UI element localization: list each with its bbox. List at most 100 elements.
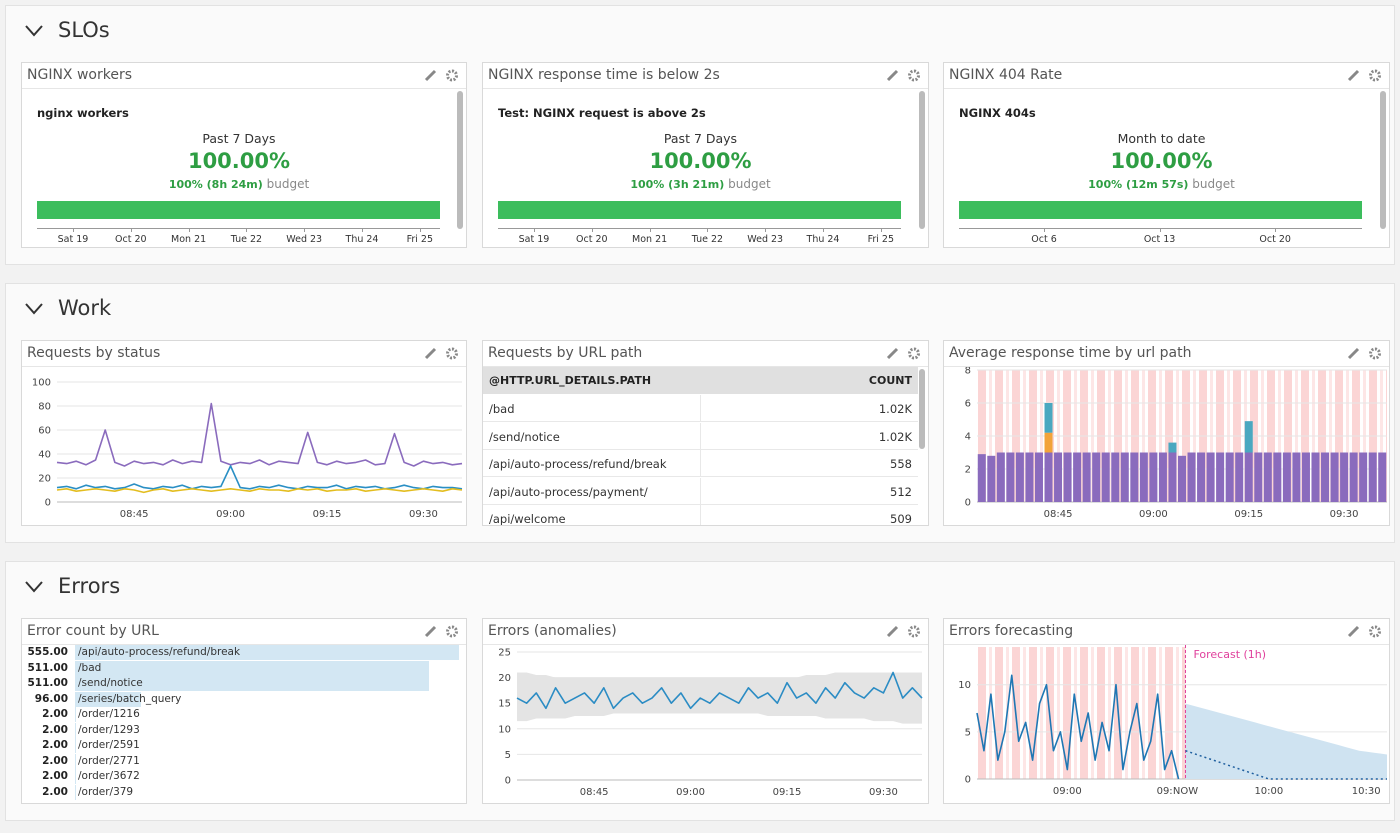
bar [1120,452,1129,502]
settings-icon [446,347,458,360]
chevron-shape [25,25,43,37]
section-title: Errors [58,574,121,598]
widget-icons [886,347,920,360]
bar [1063,452,1072,502]
slo-budget: 100% (3h 21m) [630,178,725,191]
x-tick-label: 09:15 [313,509,342,520]
chevron-shape [25,581,43,593]
slo-tick [73,228,74,232]
bar [1292,452,1301,502]
bar [1273,452,1282,502]
table-divider [700,450,701,478]
slo-tick [707,228,709,232]
bar [1254,452,1263,502]
slo-budget-text: budget [1192,177,1235,191]
x-tick-label: 09: [1157,786,1173,797]
y-tick-label: 15 [498,699,511,710]
x-tick-label: 09:15 [1234,509,1263,520]
slo-name: nginx workers [37,106,129,120]
y-tick-label: 0 [965,775,971,786]
widget: Errors forecasting 0 5 10 09:00 09: NOW 10:00 10… [943,618,1390,804]
bar [977,454,986,502]
slo-tick [823,228,824,232]
widget: Requests by URL path @HTTP.URL_DETAILS.PA… [482,340,929,526]
bar [1054,452,1063,502]
x-tick-label: 08:45 [120,509,149,520]
slo-tick [362,228,363,232]
table-row: /api/auto-process/refund/break 558 [483,450,918,478]
bar [1111,452,1120,502]
bar [1321,452,1330,502]
slo-tick-label: Oct 20 [576,234,608,245]
table-row: /api/welcome 509 [483,505,918,525]
edit-icon [424,625,437,638]
widget-body: NGINX 404s Month to date 100.00% 100% (12m … [944,89,1389,247]
table-row: /bad 1.02K [483,395,918,422]
y-tick-label: 80 [38,402,51,413]
toplist-bar [75,676,429,691]
toplist-bar [75,738,77,753]
section-title: SLOs [58,18,110,42]
slo-tick-label: Oct 20 [115,234,147,245]
toplist-value: 96.00 [34,692,68,705]
bar [1130,452,1139,502]
widget-header: Average response time by url path [944,341,1389,367]
toplist-label: /series/batch_query [78,692,182,705]
slo-axis [498,228,901,229]
bar [1378,452,1387,502]
toplist-bar [75,660,429,676]
chart: 0 20 40 60 80 100 08:45 09:00 09:15 09:30 [32,378,463,520]
x-tick-label: 09:30 [869,787,898,798]
toplist-value: 511.00 [27,677,68,689]
table-header-cell: COUNT [868,374,912,387]
bar [1082,452,1091,502]
widget-icons [1347,625,1381,638]
slo-budget-line: 100% (12m 57s) budget [944,177,1379,191]
slo-tick-label: Fri 25 [406,234,434,245]
bar [1244,421,1253,453]
widget-title: NGINX workers [27,67,133,83]
settings-icon [446,69,458,82]
line [516,671,923,710]
toplist-value: 2.00 [42,739,68,751]
widget-body: 0 2 4 6 8 08:45 09:00 09:15 09:30 [944,367,1389,525]
widget: Errors (anomalies) 0 5 10 15 20 25 08:45 09:00 09… [482,618,929,804]
settings-icon [908,347,920,360]
section: Errors Error count by URL 555.00/api/auto-… [5,561,1395,821]
y-tick-label: 40 [38,450,51,461]
toplist-value: 2.00 [42,754,68,767]
slo-tick-label: Tue 22 [691,234,724,245]
y-tick-label: 8 [965,367,971,377]
slo-tick-label: Thu 24 [345,234,379,245]
toplist-label: /send/notice [78,677,143,689]
toplist-label: /order/1293 [78,723,140,736]
line [56,402,463,467]
table-cell: /bad [489,402,515,416]
y-tick-label: 0 [45,498,51,509]
y-tick-label: 6 [965,399,971,410]
scrollbar [919,91,925,229]
bar [1073,452,1082,502]
slo-tick-label: Sat 19 [57,234,89,245]
widget-header: NGINX response time is below 2s [483,63,928,89]
edit-icon [886,347,899,360]
widget-icons [424,625,458,638]
widget-title: Errors forecasting [949,623,1074,639]
bar [1216,452,1225,502]
widget-header: Errors forecasting [944,619,1389,645]
slo-tick [534,228,535,232]
line [976,674,1180,780]
slo-budget-line: 100% (8h 24m) budget [22,177,456,191]
slo-tick-label: Oct 13 [1143,234,1176,245]
slo-tick [304,228,306,232]
widget-icons [424,69,458,82]
slo-tick-label: Wed 23 [286,234,323,245]
bar [996,452,1005,502]
slo-tick [246,228,248,232]
section-title: Work [58,296,112,320]
scrollbar [919,369,925,449]
band [1185,703,1387,779]
widget-body: @HTTP.URL_DETAILS.PATH COUNT/bad 1.02K/sen… [483,367,928,525]
bar [1244,452,1253,502]
slo-tick-label: Fri 25 [867,234,895,245]
